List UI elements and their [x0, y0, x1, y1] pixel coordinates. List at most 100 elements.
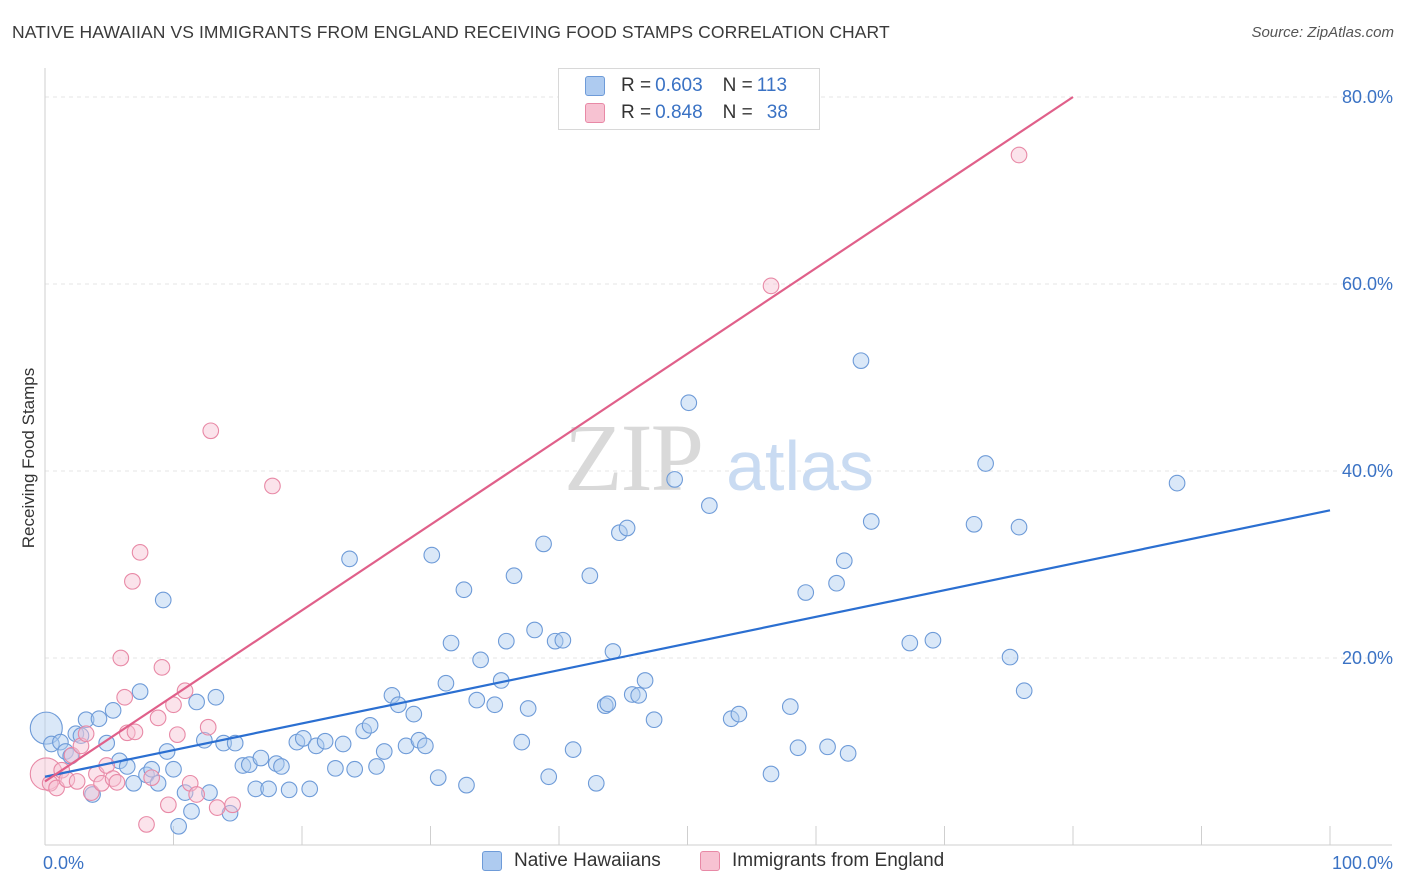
data-point-native-hawaiians-102 — [839, 745, 857, 762]
data-point-native-hawaiians-41 — [294, 730, 312, 747]
watermark-atlas: atlas — [726, 427, 874, 505]
y-axis-label: Receiving Food Stamps — [19, 368, 38, 548]
data-point-immigrants-from-england-32 — [202, 422, 220, 440]
data-point-native-hawaiians-94 — [730, 705, 748, 723]
data-point-native-hawaiians-81 — [596, 697, 614, 715]
data-point-native-hawaiians-70 — [505, 567, 523, 585]
data-point-native-hawaiians-19 — [154, 591, 172, 609]
data-point-native-hawaiians-82 — [599, 695, 617, 713]
data-point-native-hawaiians-96 — [781, 698, 799, 715]
data-point-native-hawaiians-43 — [307, 737, 325, 755]
data-point-native-hawaiians-98 — [797, 584, 815, 601]
data-point-native-hawaiians-63 — [455, 581, 473, 599]
bottom-legend-swatch-blue — [482, 851, 502, 871]
data-point-immigrants-from-england-33 — [208, 799, 226, 816]
data-point-immigrants-from-england-34 — [224, 796, 241, 814]
data-point-immigrants-from-england-36 — [762, 277, 780, 295]
data-point-native-hawaiians-53 — [383, 687, 401, 704]
bottom-legend-label-immigrants-england: Immigrants from England — [732, 850, 945, 871]
data-point-immigrants-from-england-25 — [160, 796, 177, 814]
legend-r-value: 0.848 — [655, 102, 703, 123]
data-point-native-hawaiians-67 — [486, 696, 504, 714]
data-point-native-hawaiians-24 — [183, 802, 200, 820]
data-point-native-hawaiians-14 — [125, 774, 143, 792]
data-point-native-hawaiians-15 — [131, 683, 149, 701]
series-native-hawaiians — [29, 352, 1186, 835]
data-point-native-hawaiians-80 — [587, 774, 605, 792]
data-point-immigrants-from-england-37 — [1010, 146, 1028, 164]
data-point-native-hawaiians-2 — [52, 733, 69, 751]
y-tick-label-40: 40.0% — [1342, 461, 1393, 481]
data-point-native-hawaiians-39 — [280, 781, 298, 799]
source-label: Source: ZipAtlas.com — [1251, 24, 1394, 41]
data-point-native-hawaiians-105 — [901, 634, 919, 652]
data-point-native-hawaiians-97 — [789, 739, 807, 757]
data-point-native-hawaiians-48 — [346, 760, 364, 778]
data-point-native-hawaiians-17 — [143, 760, 161, 778]
x-tick-label-left: 0.0% — [43, 853, 84, 873]
data-point-native-hawaiians-64 — [458, 776, 475, 794]
tick-labels: 20.0% 40.0% 60.0% 80.0% 0.0% 100.0% — [43, 87, 1393, 873]
data-point-native-hawaiians-0 — [29, 711, 63, 745]
bottom-legend-immigrants-england: Immigrants from England — [700, 850, 944, 872]
data-point-native-hawaiians-32 — [234, 757, 252, 774]
data-point-immigrants-from-england-8 — [77, 725, 95, 743]
data-point-immigrants-from-england-16 — [116, 688, 134, 706]
data-point-native-hawaiians-52 — [375, 743, 393, 760]
data-point-native-hawaiians-22 — [170, 817, 187, 835]
data-point-native-hawaiians-91 — [680, 394, 698, 412]
legend-r-label: R = — [621, 75, 652, 96]
data-point-immigrants-from-england-15 — [112, 649, 130, 667]
legend-n-value: 38 — [766, 102, 788, 123]
data-point-native-hawaiians-37 — [267, 755, 285, 773]
data-point-native-hawaiians-78 — [564, 741, 582, 758]
data-point-native-hawaiians-109 — [1001, 648, 1019, 666]
legend-swatch-blue — [585, 76, 605, 96]
data-point-native-hawaiians-47 — [341, 550, 358, 568]
data-point-native-hawaiians-10 — [98, 734, 116, 752]
data-point-immigrants-from-england-19 — [126, 723, 144, 741]
data-point-immigrants-from-england-22 — [143, 769, 161, 787]
legend-n-label: N = — [722, 102, 753, 123]
data-point-immigrants-from-england-30 — [188, 786, 205, 803]
data-point-native-hawaiians-66 — [472, 651, 489, 669]
grid-lines — [45, 96, 1392, 659]
data-point-immigrants-from-england-27 — [169, 726, 186, 744]
data-point-native-hawaiians-79 — [581, 567, 599, 585]
data-point-native-hawaiians-56 — [405, 705, 423, 723]
data-point-native-hawaiians-101 — [835, 552, 853, 570]
data-point-immigrants-from-england-35 — [264, 477, 281, 495]
data-point-native-hawaiians-92 — [700, 497, 718, 514]
data-point-native-hawaiians-107 — [965, 515, 983, 533]
data-point-immigrants-from-england-24 — [153, 658, 171, 676]
data-point-native-hawaiians-95 — [762, 765, 780, 783]
data-point-immigrants-from-england-18 — [124, 572, 141, 590]
stats-legend: R = 0.603 N = 113 R = 0.848 N = 38 — [558, 68, 820, 130]
data-point-native-hawaiians-35 — [252, 749, 270, 767]
data-point-immigrants-from-england-14 — [108, 774, 126, 791]
data-point-native-hawaiians-45 — [327, 759, 344, 777]
trend-line-immigrants-from-england — [44, 96, 1074, 783]
data-point-immigrants-from-england-20 — [131, 543, 149, 561]
legend-row-native-hawaiians: R = 0.603 N = 113 — [585, 73, 787, 99]
data-point-native-hawaiians-7 — [77, 711, 95, 729]
series-immigrants-england — [29, 146, 1028, 833]
data-point-native-hawaiians-88 — [636, 672, 654, 689]
data-point-native-hawaiians-99 — [819, 738, 836, 756]
data-point-native-hawaiians-58 — [417, 737, 434, 755]
data-point-native-hawaiians-90 — [666, 471, 684, 488]
data-point-native-hawaiians-110 — [1010, 518, 1028, 536]
data-point-native-hawaiians-46 — [334, 735, 352, 753]
data-point-native-hawaiians-104 — [862, 513, 880, 530]
bottom-legend-swatch-pink — [700, 851, 720, 871]
y-tick-label-60: 60.0% — [1342, 274, 1393, 294]
data-point-native-hawaiians-36 — [260, 780, 277, 798]
legend-r-value: 0.603 — [655, 75, 703, 96]
data-point-native-hawaiians-69 — [497, 632, 515, 650]
data-point-native-hawaiians-50 — [361, 716, 379, 734]
data-point-native-hawaiians-71 — [513, 733, 531, 751]
legend-n-label: N = — [722, 75, 753, 96]
trend-lines — [44, 96, 1331, 783]
data-point-native-hawaiians-103 — [852, 352, 870, 370]
